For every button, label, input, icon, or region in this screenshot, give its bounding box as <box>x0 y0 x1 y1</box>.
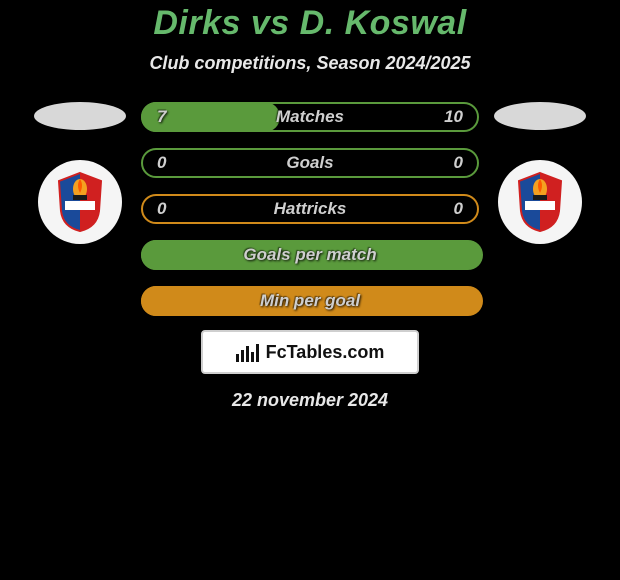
subtitle: Club competitions, Season 2024/2025 <box>149 53 470 74</box>
main-container: Dirks vs D. Koswal Club competitions, Se… <box>0 0 620 411</box>
left-flag-icon <box>34 102 126 130</box>
stat-row: Goals per match <box>141 240 479 270</box>
stat-label: Hattricks <box>274 199 347 219</box>
stat-row: Min per goal <box>141 286 479 316</box>
stat-row: 0 Hattricks 0 <box>141 194 479 224</box>
title-vs: vs <box>251 4 290 42</box>
attribution-text: FcTables.com <box>266 342 385 363</box>
stat-label: Goals <box>286 153 333 173</box>
stat-label: Min per goal <box>260 291 360 311</box>
left-column <box>30 102 130 244</box>
stat-value-left: 7 <box>157 107 177 127</box>
date-text: 22 november 2024 <box>232 390 388 411</box>
left-team-badge <box>38 160 122 244</box>
stat-row: 7 Matches 10 <box>141 102 479 132</box>
telstar-shield-icon <box>55 171 105 233</box>
stat-label: Matches <box>276 107 344 127</box>
page-title: Dirks vs D. Koswal <box>153 4 466 43</box>
stat-value-right: 10 <box>443 107 463 127</box>
telstar-shield-icon <box>515 171 565 233</box>
stat-value-left: 0 <box>157 153 177 173</box>
stat-row: 0 Goals 0 <box>141 148 479 178</box>
stat-value-left: 0 <box>157 199 177 219</box>
bars-icon <box>236 342 260 362</box>
stats-column: 7 Matches 10 0 Goals 0 0 Hattricks 0 Goals per ma… <box>140 102 480 316</box>
right-flag-icon <box>494 102 586 130</box>
attribution-box: FcTables.com <box>201 330 419 374</box>
right-column <box>490 102 590 244</box>
right-team-badge <box>498 160 582 244</box>
title-player1: Dirks <box>153 4 241 42</box>
title-player2: D. Koswal <box>300 4 467 42</box>
stat-value-right: 0 <box>443 199 463 219</box>
comparison-row: 7 Matches 10 0 Goals 0 0 Hattricks 0 Goals per ma… <box>0 102 620 316</box>
stat-label: Goals per match <box>243 245 376 265</box>
stat-value-right: 0 <box>443 153 463 173</box>
